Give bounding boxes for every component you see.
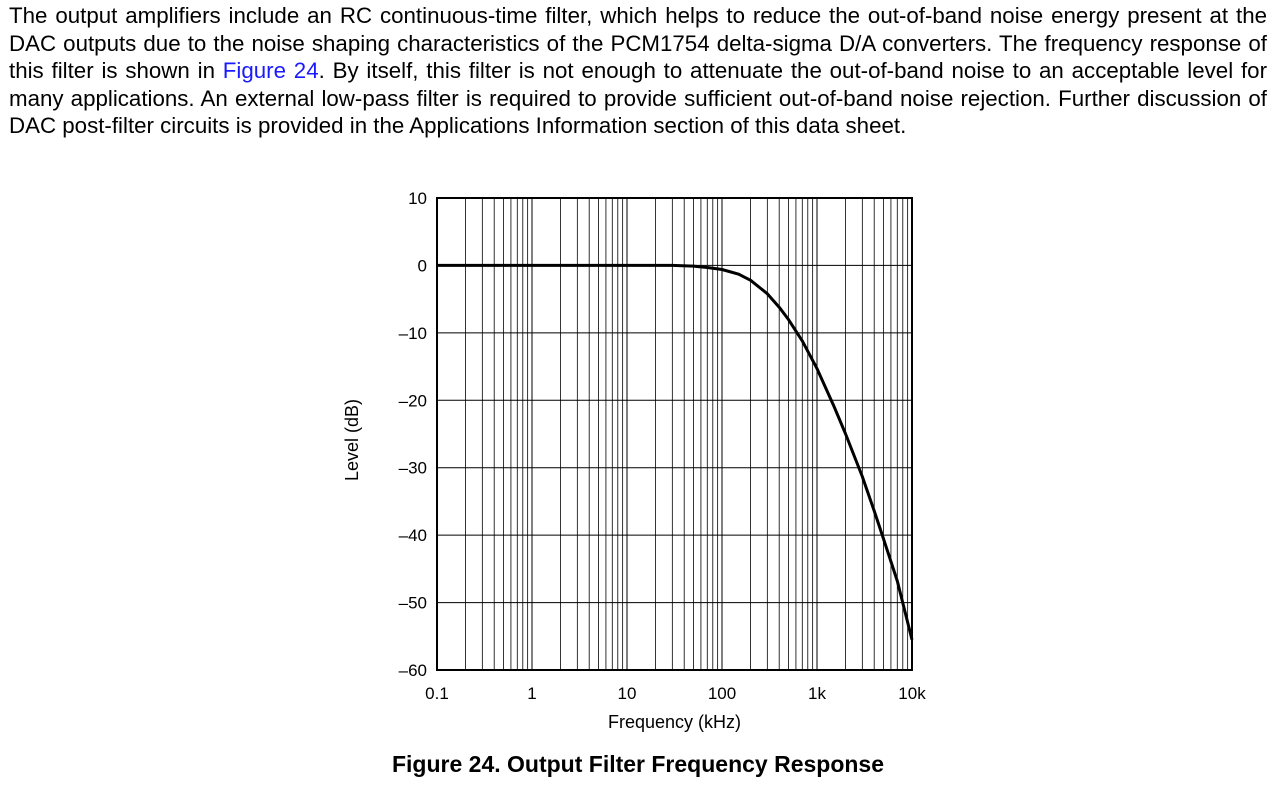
- y-tick-label: –40: [399, 526, 427, 545]
- y-tick-label: –30: [399, 459, 427, 478]
- y-axis-label: Level (dB): [342, 399, 362, 481]
- x-tick-label: 1k: [808, 684, 826, 703]
- x-axis-label: Frequency (kHz): [608, 712, 741, 732]
- y-tick-label: –10: [399, 324, 427, 343]
- y-tick-label: –60: [399, 661, 427, 680]
- figure-24-link[interactable]: Figure 24: [222, 58, 319, 83]
- y-tick-label: 0: [418, 256, 427, 275]
- chart-curve-layer: [437, 263, 914, 641]
- plot-frame: [436, 197, 913, 671]
- y-tick-label: 10: [408, 189, 427, 208]
- response-curve: [437, 263, 914, 641]
- y-tick-labels: 10 0 –10 –20 –30 –40 –50 –60: [399, 189, 427, 680]
- x-tick-label: 100: [708, 684, 736, 703]
- x-tick-label: 10k: [898, 684, 926, 703]
- paragraph-text-start: The output amplifiers include an RC cont…: [9, 3, 1267, 83]
- figure-caption: Figure 24. Output Filter Frequency Respo…: [391, 751, 885, 777]
- y-tick-label: –20: [399, 391, 427, 410]
- body-paragraph: The output amplifiers include an RC cont…: [9, 2, 1267, 140]
- x-tick-labels: 0.1 1 10 100 1k 10k: [425, 684, 926, 703]
- x-tick-label: 1: [527, 684, 536, 703]
- paragraph-text-end: . By itself, this filter is not enough t…: [9, 58, 1267, 138]
- x-tick-label: 0.1: [425, 684, 449, 703]
- x-tick-label: 10: [618, 684, 637, 703]
- chart-grid: [436, 197, 912, 671]
- y-tick-label: –50: [399, 594, 427, 613]
